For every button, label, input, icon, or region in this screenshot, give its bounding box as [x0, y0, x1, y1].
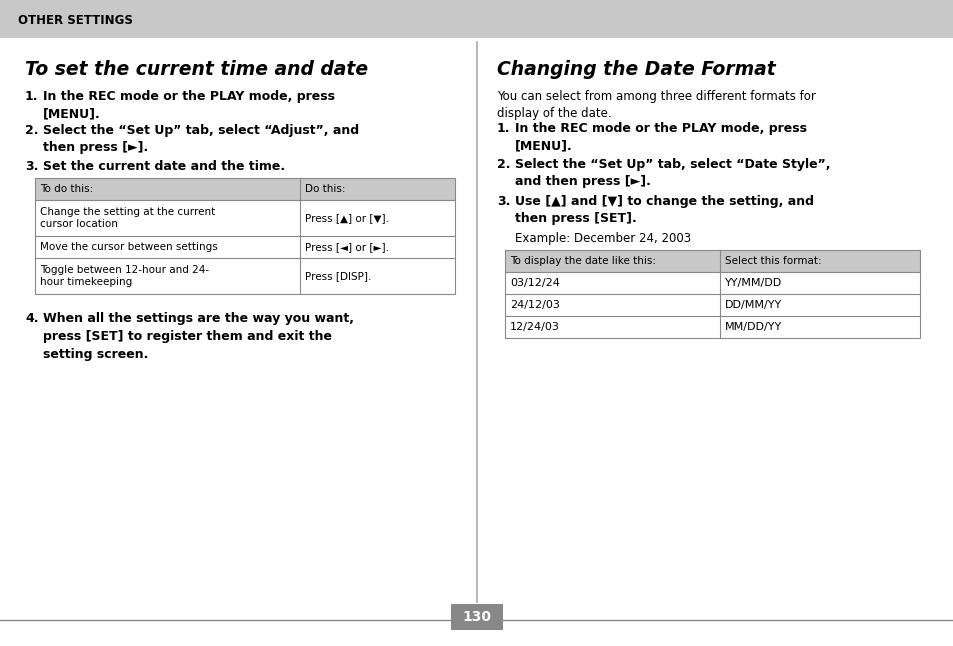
Bar: [35, 178, 455, 294]
Text: Select the “Set Up” tab, select “Date Style”,
and then press [►].: Select the “Set Up” tab, select “Date St…: [515, 158, 830, 188]
Text: 1.: 1.: [25, 90, 38, 103]
Text: 1.: 1.: [497, 122, 510, 135]
Bar: [504, 316, 919, 338]
Text: Set the current date and the time.: Set the current date and the time.: [43, 160, 285, 173]
Text: 03/12/24: 03/12/24: [510, 278, 559, 288]
Bar: [35, 258, 455, 294]
Text: Select the “Set Up” tab, select “Adjust”, and
then press [►].: Select the “Set Up” tab, select “Adjust”…: [43, 124, 358, 154]
Text: 2.: 2.: [25, 124, 38, 137]
Bar: [0, 0, 953, 38]
Text: 130: 130: [462, 610, 491, 624]
Text: Use [▲] and [▼] to change the setting, and
then press [SET].: Use [▲] and [▼] to change the setting, a…: [515, 195, 813, 225]
Text: Change the setting at the current
cursor location: Change the setting at the current cursor…: [40, 207, 215, 229]
Text: OTHER SETTINGS: OTHER SETTINGS: [18, 14, 132, 26]
Text: 3.: 3.: [497, 195, 510, 208]
Text: 12/24/03: 12/24/03: [510, 322, 559, 332]
Text: In the REC mode or the PLAY mode, press
[MENU].: In the REC mode or the PLAY mode, press …: [515, 122, 806, 152]
Text: Press [DISP].: Press [DISP].: [305, 271, 371, 281]
Text: Move the cursor between settings: Move the cursor between settings: [40, 242, 217, 252]
Text: Example: December 24, 2003: Example: December 24, 2003: [515, 232, 690, 245]
Text: Select this format:: Select this format:: [724, 256, 821, 266]
Bar: [35, 200, 455, 236]
Bar: [504, 250, 919, 272]
Text: 4.: 4.: [25, 312, 38, 325]
Text: In the REC mode or the PLAY mode, press
[MENU].: In the REC mode or the PLAY mode, press …: [43, 90, 335, 120]
Bar: [35, 236, 455, 258]
Bar: [35, 178, 455, 200]
Text: To do this:: To do this:: [40, 184, 93, 194]
Text: You can select from among three different formats for
display of the date.: You can select from among three differen…: [497, 90, 815, 120]
Bar: [504, 250, 919, 338]
Bar: [451, 604, 502, 630]
Text: 2.: 2.: [497, 158, 510, 171]
Bar: [504, 294, 919, 316]
Text: When all the settings are the way you want,
press [SET] to register them and exi: When all the settings are the way you wa…: [43, 312, 354, 361]
Text: To set the current time and date: To set the current time and date: [25, 60, 368, 79]
Text: Do this:: Do this:: [305, 184, 345, 194]
Text: MM/DD/YY: MM/DD/YY: [724, 322, 781, 332]
Text: DD/MM/YY: DD/MM/YY: [724, 300, 781, 310]
Text: Changing the Date Format: Changing the Date Format: [497, 60, 775, 79]
Text: 24/12/03: 24/12/03: [510, 300, 559, 310]
Text: Press [◄] or [►].: Press [◄] or [►].: [305, 242, 389, 252]
Bar: [504, 272, 919, 294]
Text: To display the date like this:: To display the date like this:: [510, 256, 656, 266]
Text: 3.: 3.: [25, 160, 38, 173]
Text: Press [▲] or [▼].: Press [▲] or [▼].: [305, 213, 389, 223]
Text: YY/MM/DD: YY/MM/DD: [724, 278, 781, 288]
Text: Toggle between 12-hour and 24-
hour timekeeping: Toggle between 12-hour and 24- hour time…: [40, 265, 209, 287]
